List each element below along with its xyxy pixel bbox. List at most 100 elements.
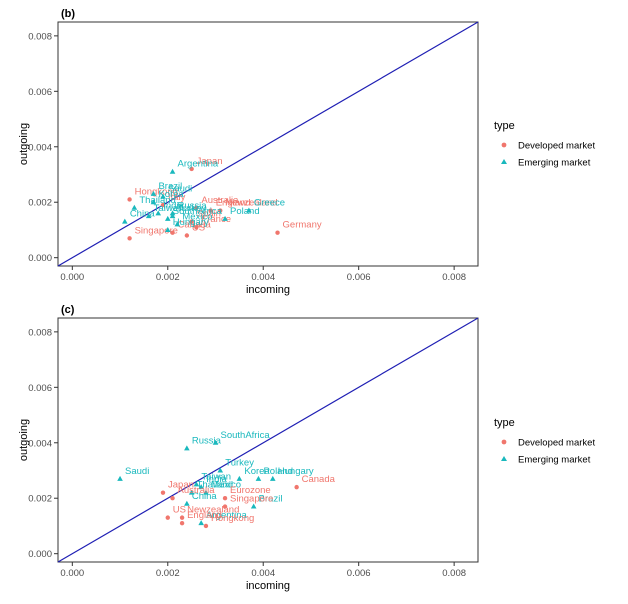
reference-line	[57, 21, 479, 267]
point-label: Eurozone	[230, 485, 271, 496]
point-developed	[127, 197, 132, 202]
point-developed	[184, 233, 190, 238]
point-label: Mexico	[182, 211, 212, 222]
point-label: Taiwan	[201, 471, 231, 482]
point-label: Saudi	[125, 466, 149, 477]
point-developed	[208, 208, 213, 213]
legend-item-label: Emerging market	[518, 455, 591, 466]
point-label: Mexico	[211, 480, 241, 491]
point-label: Russia	[178, 200, 208, 211]
point-label: Canada	[302, 474, 336, 485]
point-label: Taiwan	[154, 203, 184, 214]
point-label: Brazil	[259, 494, 283, 505]
point-emerging	[169, 210, 176, 216]
point-label: China	[130, 209, 156, 220]
point-label: SouthAfrica	[173, 206, 223, 217]
point-label: Turkey	[178, 203, 207, 214]
point-label: US	[173, 505, 186, 516]
point-developed	[294, 484, 299, 490]
point-developed	[275, 230, 280, 235]
point-emerging	[198, 484, 204, 490]
point-emerging	[150, 199, 157, 205]
y-axis-title: outgoing	[18, 419, 30, 461]
legend-title: type	[494, 417, 515, 429]
y-tick-label: 0.002	[28, 494, 52, 505]
point-emerging	[212, 439, 219, 445]
point-label: Italy	[168, 192, 186, 203]
point-developed	[194, 224, 199, 230]
point-emerging	[122, 218, 128, 224]
point-emerging	[188, 489, 195, 495]
point-developed	[203, 523, 209, 529]
point-label: Argentina	[206, 510, 247, 521]
x-tick-label: 0.002	[156, 272, 180, 283]
reference-line	[57, 317, 479, 563]
point-label: Japan	[197, 156, 223, 167]
point-label: SouthAfrica	[221, 430, 271, 441]
point-label: Poland	[263, 466, 293, 477]
point-emerging	[160, 193, 166, 199]
legend-item-label: Developed market	[518, 141, 595, 152]
point-developed	[179, 515, 185, 520]
point-label: Spain	[197, 209, 221, 220]
point-developed	[170, 230, 175, 235]
point-label: France	[201, 214, 231, 225]
x-tick-label: 0.000	[60, 568, 84, 579]
panel-b: (b) 0.000 0.000 0.002 0.002 0.004 0.004 0.006 0.…	[18, 8, 595, 296]
y-tick-label: 0.000	[28, 549, 52, 560]
point-emerging	[217, 467, 224, 473]
point-label: Australia	[178, 485, 216, 496]
point-developed	[165, 515, 170, 520]
plot-frame	[57, 317, 479, 563]
x-axis-title: incoming	[246, 284, 290, 296]
point-label: Korea	[244, 466, 270, 477]
legend-key-emerging	[501, 159, 507, 164]
panel-label: (b)	[61, 8, 75, 20]
point-emerging	[117, 475, 123, 481]
point-developed	[222, 504, 228, 509]
y-tick-label: 0.002	[28, 198, 52, 209]
point-label: Saudi	[168, 184, 192, 195]
x-tick-label: 0.006	[347, 272, 371, 283]
point-label: Germany	[283, 220, 322, 231]
legend-key-developed	[501, 439, 507, 445]
point-label: Argentina	[178, 159, 219, 170]
point-emerging	[131, 204, 138, 210]
point-label: Singapore	[230, 494, 273, 505]
point-emerging	[222, 215, 228, 221]
point-label: Australia	[201, 195, 239, 206]
point-developed	[127, 236, 132, 241]
point-emerging	[255, 475, 262, 481]
point-label: Japan	[168, 480, 194, 491]
point-label: Greece	[254, 198, 285, 209]
point-developed	[160, 490, 166, 495]
point-emerging	[236, 475, 243, 481]
point-label: Canada	[178, 220, 212, 231]
y-tick-label: 0.008	[28, 31, 52, 42]
point-emerging	[184, 500, 190, 506]
point-label: England	[187, 510, 222, 521]
point-label: Hungary	[173, 217, 209, 228]
point-emerging	[169, 213, 176, 219]
point-emerging	[145, 213, 152, 219]
point-developed	[170, 496, 175, 501]
point-emerging	[193, 481, 200, 487]
point-developed	[218, 208, 223, 213]
legend-key-developed	[501, 142, 507, 148]
legend-item-label: Developed market	[518, 438, 595, 449]
point-emerging	[150, 190, 157, 196]
point-developed	[194, 205, 199, 210]
point-emerging	[184, 445, 190, 451]
point-emerging	[164, 215, 171, 221]
point-label: US	[192, 223, 205, 234]
y-tick-label: 0.004	[28, 438, 52, 449]
point-emerging	[246, 207, 252, 213]
point-label: India	[163, 200, 184, 211]
point-label: India	[206, 474, 227, 485]
legend-item-label: Emerging market	[518, 158, 591, 169]
y-tick-label: 0.006	[28, 87, 52, 98]
point-emerging	[169, 168, 176, 174]
